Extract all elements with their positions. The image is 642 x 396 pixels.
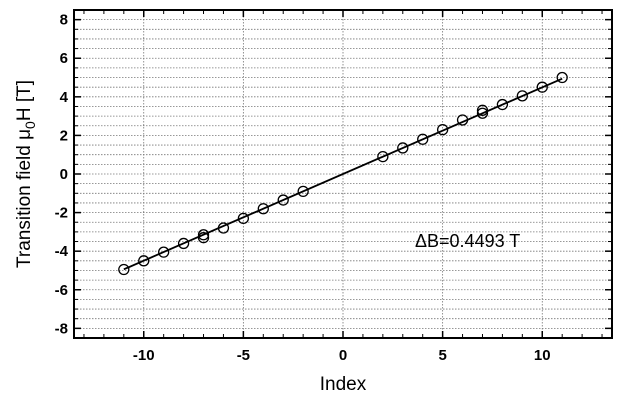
y-tick-label: -2 bbox=[55, 205, 68, 222]
fit-line-group bbox=[123, 77, 563, 271]
axis-ticks: -8 -6 -4 -2 0 2 4 6 8 -10 -5 0 5 10 bbox=[55, 10, 612, 364]
x-tick-label: -10 bbox=[133, 347, 155, 364]
data-point bbox=[177, 237, 190, 250]
y-tick-label: -6 bbox=[55, 282, 68, 299]
data-point bbox=[138, 255, 150, 267]
x-tick-label: 10 bbox=[534, 347, 551, 364]
data-point bbox=[217, 222, 230, 234]
y-tick-label: -8 bbox=[55, 320, 68, 337]
data-point bbox=[257, 203, 269, 215]
data-point bbox=[397, 142, 409, 154]
data-point bbox=[277, 194, 289, 206]
data-point bbox=[197, 229, 210, 241]
y-axis-title-main: Transition field μ bbox=[14, 129, 35, 268]
data-point bbox=[297, 185, 309, 198]
x-tick-label: 5 bbox=[438, 347, 446, 364]
x-axis-title: Index bbox=[320, 374, 367, 395]
y-axis-title: Transition field μ0H [T] bbox=[14, 80, 38, 268]
data-point bbox=[556, 71, 568, 84]
linear-fit-line bbox=[123, 77, 563, 271]
y-tick-label: 8 bbox=[60, 12, 68, 29]
x-tick-label: 0 bbox=[339, 347, 347, 364]
x-tick-label: -5 bbox=[237, 347, 250, 364]
data-point bbox=[377, 150, 389, 163]
y-tick-label: 6 bbox=[60, 50, 68, 67]
data-point bbox=[476, 107, 489, 119]
data-point bbox=[496, 98, 509, 111]
data-point bbox=[158, 246, 170, 258]
y-tick-label: -4 bbox=[55, 243, 69, 260]
data-point bbox=[476, 104, 489, 116]
y-tick-label: 4 bbox=[60, 89, 69, 106]
data-points bbox=[118, 71, 568, 276]
data-point bbox=[118, 263, 130, 276]
data-point bbox=[436, 123, 449, 136]
y-axis-title-subscript: 0 bbox=[22, 121, 38, 129]
data-point bbox=[197, 232, 210, 244]
data-point bbox=[456, 114, 469, 126]
data-point bbox=[516, 90, 528, 102]
delta-b-annotation: ΔB=0.4493 T bbox=[415, 231, 520, 251]
data-point bbox=[417, 133, 429, 145]
grid bbox=[74, 10, 612, 338]
data-point bbox=[536, 81, 548, 93]
y-axis-title-tail: H [T] bbox=[14, 80, 35, 121]
data-point bbox=[237, 212, 250, 225]
y-tick-label: 2 bbox=[60, 127, 68, 144]
y-tick-label: 0 bbox=[60, 166, 68, 183]
